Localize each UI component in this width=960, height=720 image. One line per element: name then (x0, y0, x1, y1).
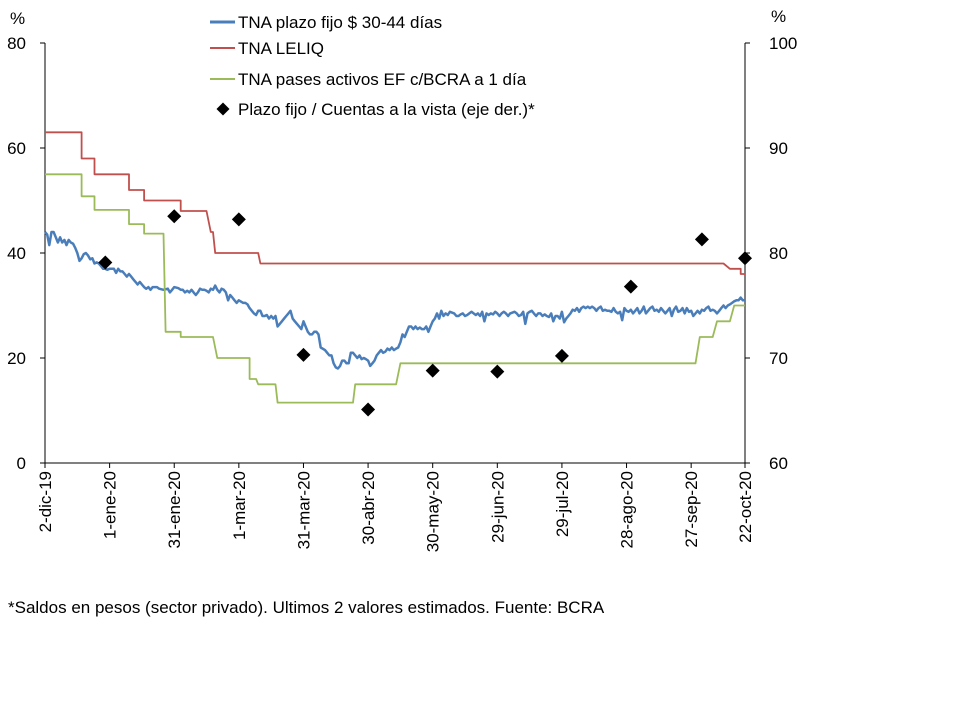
x-tick-label: 30-abr-20 (359, 471, 378, 545)
left-y-tick-label: 20 (7, 349, 26, 368)
data-point-marker (167, 209, 182, 224)
series-line-2 (45, 173, 745, 404)
legend-label-1: TNA LELIQ (238, 39, 324, 58)
data-point-marker (490, 364, 505, 379)
data-point-marker (231, 212, 246, 227)
x-tick-label: 31-ene-20 (165, 471, 184, 549)
legend-marker-diamond (216, 102, 230, 116)
plot-area: 0 20 40 60 80 60 70 80 90 100 2-dic-19 1-ene-20 31-e… (7, 34, 797, 552)
right-y-tick-label: 60 (769, 454, 788, 473)
series-line-0 (44, 230, 745, 370)
left-axis-unit-label: % (10, 9, 25, 28)
chart: % % 0 20 40 60 80 60 70 80 90 100 2-dic-19 1-ene-20… (7, 7, 797, 552)
left-y-tick-label: 60 (7, 139, 26, 158)
series-line-1 (45, 131, 745, 275)
right-y-tick-label: 80 (769, 244, 788, 263)
x-tick-label: 31-mar-20 (294, 471, 313, 549)
footnote: *Saldos en pesos (sector privado). Ultim… (8, 598, 605, 617)
x-tick-label: 27-sep-20 (682, 471, 701, 548)
left-y-tick-label: 40 (7, 244, 26, 263)
x-tick-label: 30-may-20 (424, 471, 443, 552)
x-tick-label: 28-ago-20 (618, 471, 637, 549)
legend-label-2: TNA pases activos EF c/BCRA a 1 día (238, 70, 527, 89)
data-point-marker (623, 279, 638, 294)
x-tick-label: 29-jul-20 (553, 471, 572, 537)
data-point-marker (694, 232, 709, 247)
x-tick-label: 1-mar-20 (230, 471, 249, 540)
right-y-tick-label: 100 (769, 34, 797, 53)
left-y-tick-label: 0 (17, 454, 26, 473)
right-y-tick-label: 90 (769, 139, 788, 158)
data-point-marker (296, 347, 311, 362)
x-tick-label: 2-dic-19 (36, 471, 55, 532)
data-point-marker (738, 251, 752, 266)
data-point-marker (425, 363, 440, 378)
x-tick-label: 22-oct-20 (736, 471, 755, 543)
right-y-tick-label: 70 (769, 349, 788, 368)
right-axis-unit-label: % (771, 7, 786, 26)
left-y-tick-label: 80 (7, 34, 26, 53)
legend: TNA plazo fijo $ 30-44 días TNA LELIQ TNA … (210, 13, 535, 119)
data-point-marker (361, 402, 376, 417)
data-point-marker (554, 348, 569, 363)
x-tick-label: 29-jun-20 (488, 471, 507, 543)
legend-label-3: Plazo fijo / Cuentas a la vista (eje der… (238, 100, 535, 119)
x-tick-label: 1-ene-20 (101, 471, 120, 539)
data-point-marker (98, 255, 113, 270)
legend-label-0: TNA plazo fijo $ 30-44 días (238, 13, 442, 32)
